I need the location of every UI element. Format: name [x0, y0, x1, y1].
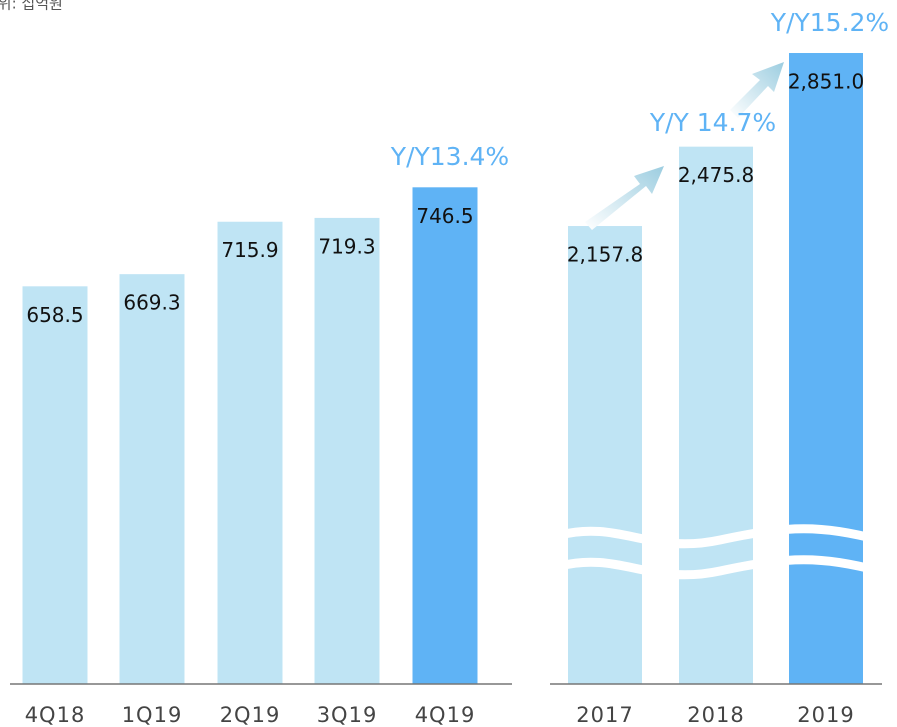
value-label: 2,851.0	[788, 70, 864, 94]
value-label: 2,157.8	[567, 243, 643, 267]
value-label: 2,475.8	[678, 163, 754, 187]
x-tick-label: 2Q19	[220, 703, 281, 727]
value-label: 669.3	[123, 291, 180, 315]
bar	[412, 187, 478, 684]
value-label: 715.9	[221, 238, 278, 262]
arrow	[585, 166, 664, 230]
x-tick-label: 2018	[687, 703, 744, 727]
x-tick-label: 1Q19	[122, 703, 183, 727]
unit-label: 단위: 십억원	[0, 0, 63, 13]
x-tick-label: 2019	[797, 703, 854, 727]
arrow	[730, 62, 784, 118]
x-tick-label: 4Q18	[25, 703, 86, 727]
value-label: 719.3	[318, 234, 375, 258]
annotation: Y/Y13.4%	[390, 142, 509, 171]
bar	[314, 217, 380, 684]
bars	[22, 53, 863, 685]
x-tick-label: 2017	[576, 703, 633, 727]
axis-break	[558, 524, 882, 580]
x-tick-label: 4Q19	[415, 703, 476, 727]
bar	[217, 221, 283, 685]
bar	[789, 53, 863, 684]
bar	[119, 274, 185, 684]
value-label: 658.5	[26, 303, 83, 327]
annotation: Y/Y 14.7%	[649, 108, 776, 137]
bar	[679, 146, 753, 684]
bar	[22, 286, 88, 684]
value-label: 746.5	[416, 204, 473, 228]
x-tick-label: 3Q19	[317, 703, 378, 727]
bar	[568, 226, 642, 684]
annotation: Y/Y15.2%	[770, 8, 889, 37]
